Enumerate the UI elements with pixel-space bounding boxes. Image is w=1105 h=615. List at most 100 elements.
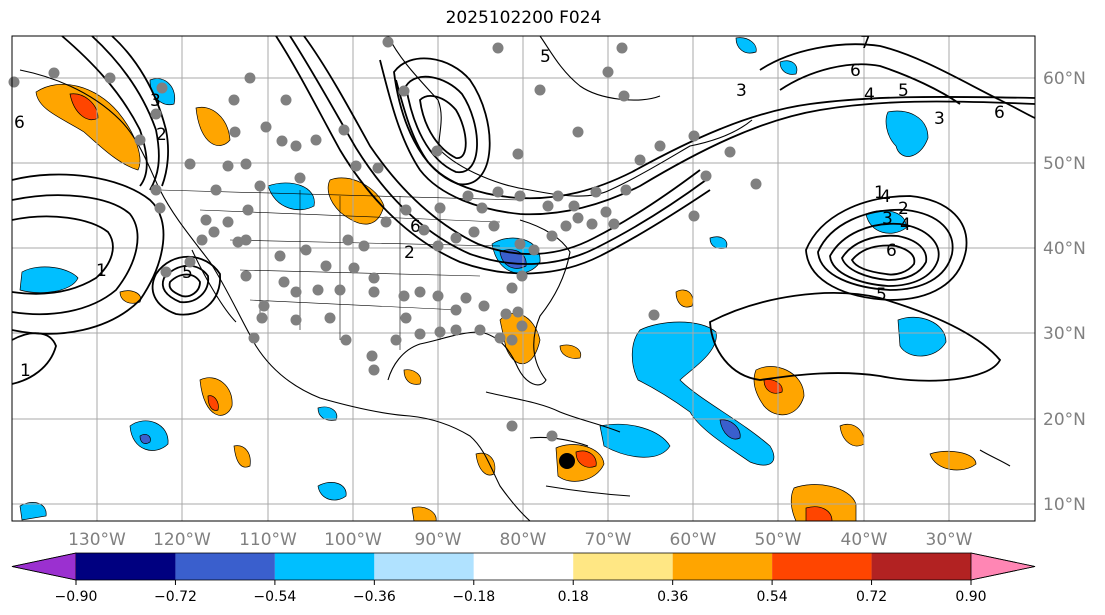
colorbar-segment <box>11 552 77 581</box>
station-dot <box>500 308 512 320</box>
station-dot <box>348 262 360 274</box>
contour-label: 6 <box>410 217 421 237</box>
station-dot <box>434 326 446 338</box>
lat-label: 50°N <box>1043 154 1086 174</box>
station-dot <box>210 184 222 196</box>
station-dot <box>232 236 244 248</box>
lon-label: 40°W <box>841 530 888 550</box>
contour-label: 1 <box>874 183 885 203</box>
colorbar-tick-label: −0.90 <box>55 589 98 605</box>
colorbar-tick-label: −0.36 <box>353 589 396 605</box>
station-dot <box>184 256 196 268</box>
station-dot <box>258 300 270 312</box>
station-dot <box>368 272 380 284</box>
station-dot <box>400 312 412 324</box>
map-frame <box>11 35 1036 522</box>
station-dot <box>154 202 166 214</box>
lon-label: 110°W <box>239 530 297 550</box>
station-dot <box>586 218 598 230</box>
station-dot <box>276 135 288 147</box>
station-dot <box>468 226 480 238</box>
station-dot <box>542 200 554 212</box>
colorbar-tick-label: 0.36 <box>657 589 688 605</box>
colorbar-segment <box>76 553 176 580</box>
station-dots <box>8 36 762 442</box>
station-dot <box>382 36 394 48</box>
station-dot <box>134 134 146 146</box>
contour-label: 2 <box>156 125 167 145</box>
station-dot <box>514 190 526 202</box>
station-dot <box>546 430 558 442</box>
station-dot <box>572 212 584 224</box>
station-dot <box>654 140 666 152</box>
station-dot <box>478 300 490 312</box>
station-dot <box>256 312 268 324</box>
station-dot <box>8 76 20 88</box>
station-dot <box>512 148 524 160</box>
colorbar-segment <box>970 552 1036 581</box>
lat-label: 60°N <box>1043 69 1086 89</box>
station-dot <box>400 204 412 216</box>
contour-label: 1 <box>20 361 31 381</box>
contour-label: 3 <box>882 209 893 229</box>
colorbar-segment <box>274 553 375 580</box>
station-dot <box>450 232 462 244</box>
station-dot <box>350 160 362 172</box>
lat-label: 10°N <box>1043 495 1086 515</box>
contour-label: 5 <box>182 263 193 283</box>
station-dot <box>290 286 302 298</box>
station-dot <box>431 145 443 157</box>
station-dot <box>342 234 354 246</box>
colorbar-ticks: −0.90 −0.72 −0.54 −0.36 −0.18 0.18 0.36 0.54 0.7… <box>55 580 987 605</box>
station-dot <box>300 244 312 256</box>
colorbar-segment <box>573 553 673 580</box>
contour-label: 7 <box>860 33 871 53</box>
lon-label: 130°W <box>68 530 126 550</box>
station-dot <box>48 67 60 79</box>
contour-label: 2 <box>404 243 415 263</box>
station-dot <box>700 170 712 182</box>
station-dot <box>414 328 426 340</box>
contour-label: 4 <box>864 85 875 105</box>
station-dot <box>450 304 462 316</box>
station-dot <box>222 216 234 228</box>
station-dot <box>560 220 572 232</box>
station-dot <box>516 270 528 282</box>
graticule <box>12 36 1035 521</box>
station-dot <box>196 234 208 246</box>
station-dot <box>278 276 290 288</box>
station-dot <box>648 309 660 321</box>
lon-label: 50°W <box>755 530 802 550</box>
station-dot <box>340 334 352 346</box>
station-dot <box>476 202 488 214</box>
station-dot <box>616 42 628 54</box>
station-dot <box>546 230 558 242</box>
station-dot <box>150 184 162 196</box>
station-dot <box>150 108 162 120</box>
colorbar-segment <box>374 553 474 580</box>
station-dot <box>310 134 322 146</box>
lon-label: 80°W <box>500 530 547 550</box>
station-dot <box>274 250 286 262</box>
station-dot <box>104 72 116 84</box>
station-dot <box>338 124 350 136</box>
contours <box>11 35 1036 385</box>
station-dot <box>492 186 504 198</box>
contour-label: 3 <box>150 91 161 111</box>
contour-label: 6 <box>850 61 861 81</box>
station-dot <box>358 240 370 252</box>
station-dot <box>620 184 632 196</box>
contour-label: 6 <box>994 103 1005 123</box>
lat-label: 30°N <box>1043 324 1086 344</box>
station-dot <box>398 85 410 97</box>
contour-label: 2 <box>898 199 909 219</box>
storm-center-marker <box>559 453 575 469</box>
station-dot <box>368 286 380 298</box>
colorbar-tick-label: 0.54 <box>757 589 788 605</box>
station-dot <box>568 200 580 212</box>
station-dot <box>688 210 700 222</box>
station-dot <box>280 94 292 106</box>
station-dot <box>260 121 272 133</box>
colorbar-segment <box>772 553 872 580</box>
station-dot <box>488 220 500 232</box>
